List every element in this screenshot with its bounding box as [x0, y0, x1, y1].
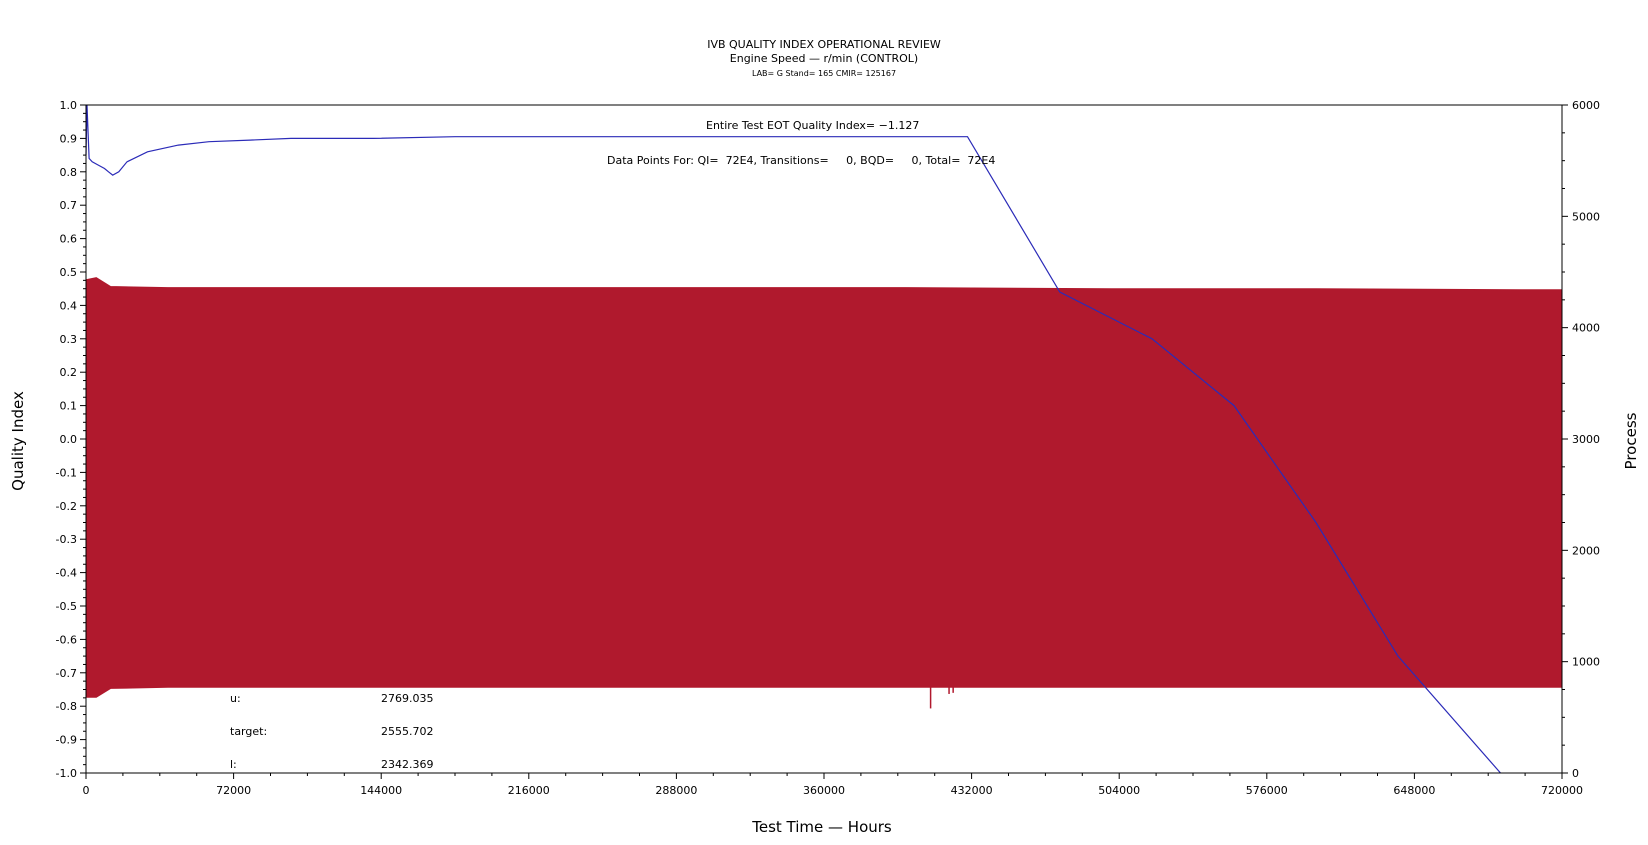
- x-tick-label: 144000: [360, 784, 402, 797]
- x-tick-label: 360000: [803, 784, 845, 797]
- limit-target-label: target:: [230, 725, 267, 738]
- y-left-tick-label: 1.0: [60, 99, 78, 112]
- x-tick-label: 216000: [508, 784, 550, 797]
- x-tick-label: 504000: [1098, 784, 1140, 797]
- chart-title: IVB QUALITY INDEX OPERATIONAL REVIEW: [707, 38, 941, 51]
- axis-ticks: 1.0 0.9 0.8 0.7 0.6 0.5 0.4 0.3 0.2 0.1 0.0 -0.1 -0.…: [56, 99, 1600, 797]
- x-tick-label: 720000: [1541, 784, 1583, 797]
- y-right-tick-label: 3000: [1572, 433, 1600, 446]
- y-left-tick-label: -0.5: [56, 600, 77, 613]
- y-right-tick-label: 4000: [1572, 322, 1600, 335]
- x-tick-label: 648000: [1393, 784, 1435, 797]
- process-band-area: [85, 277, 1563, 698]
- limit-lower-value: 2342.369: [381, 758, 434, 771]
- limit-upper-label: u:: [230, 692, 241, 705]
- y-left-tick-label: -0.9: [56, 734, 77, 747]
- plot-area: [85, 104, 1563, 774]
- y-right-tick-label: 6000: [1572, 99, 1600, 112]
- y-left-tick-label: 0.9: [60, 132, 78, 145]
- y-left-tick-label: -0.8: [56, 700, 77, 713]
- y-right-tick-label: 5000: [1572, 210, 1600, 223]
- y-axis-right-label: Process: [1622, 412, 1640, 469]
- y-left-tick-label: 0.5: [60, 266, 78, 279]
- y-left-tick-label: 0.4: [60, 299, 78, 312]
- data-points-annotation: Data Points For: QI= 72E4, Transitions= …: [607, 154, 995, 167]
- y-left-tick-label: -1.0: [56, 767, 77, 780]
- limit-lower-label: l:: [230, 758, 237, 771]
- quality-index-line: [85, 104, 1501, 774]
- x-tick-label: 0: [83, 784, 90, 797]
- y-left-tick-label: -0.7: [56, 667, 77, 680]
- y-right-tick-label: 1000: [1572, 656, 1600, 669]
- y-left-tick-label: 0.1: [60, 400, 78, 413]
- y-left-tick-label: -0.6: [56, 633, 77, 646]
- limit-upper-value: 2769.035: [381, 692, 434, 705]
- x-tick-label: 288000: [655, 784, 697, 797]
- y-left-tick-label: 0.6: [60, 233, 78, 246]
- y-left-tick-label: 0.0: [60, 433, 78, 446]
- y-left-tick-label: -0.3: [56, 533, 77, 546]
- y-left-tick-label: -0.4: [56, 567, 77, 580]
- y-axis-left-label: Quality Index: [9, 391, 27, 491]
- y-right-tick-label: 0: [1572, 767, 1579, 780]
- y-left-tick-label: 0.7: [60, 199, 78, 212]
- y-left-tick-label: 0.8: [60, 166, 78, 179]
- y-left-tick-label: 0.2: [60, 366, 78, 379]
- x-axis-label: Test Time — Hours: [751, 818, 892, 836]
- y-left-tick-label: -0.1: [56, 466, 77, 479]
- limit-target-value: 2555.702: [381, 725, 434, 738]
- eot-quality-index-annotation: Entire Test EOT Quality Index= −1.127: [706, 119, 919, 132]
- y-left-tick-label: -0.2: [56, 500, 77, 513]
- y-left-tick-label: 0.3: [60, 333, 78, 346]
- x-tick-label: 432000: [951, 784, 993, 797]
- x-tick-label: 72000: [216, 784, 251, 797]
- x-tick-label: 576000: [1246, 784, 1288, 797]
- chart-subtitle-lab: LAB= G Stand= 165 CMIR= 125167: [752, 69, 896, 78]
- y-right-tick-label: 2000: [1572, 544, 1600, 557]
- chart-subtitle: Engine Speed — r/min (CONTROL): [730, 52, 918, 65]
